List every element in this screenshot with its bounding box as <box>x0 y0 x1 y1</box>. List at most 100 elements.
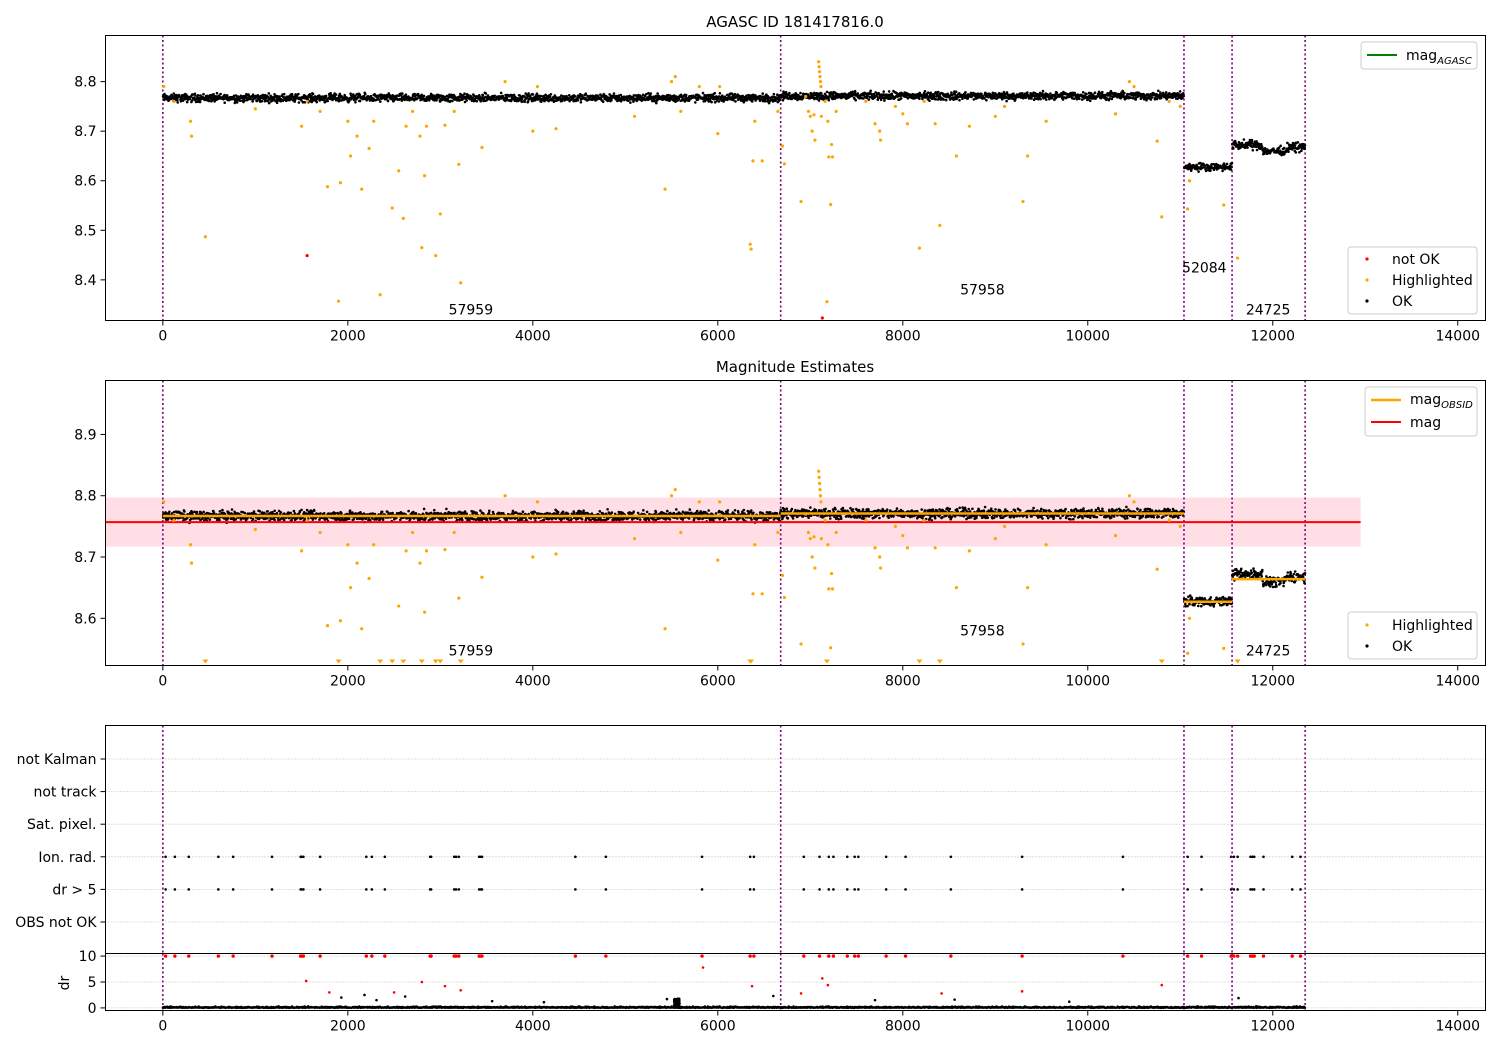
chart3-flag-point <box>300 855 303 859</box>
legend-mag-obsid-sub: OBSID <box>1441 400 1473 411</box>
chart2-highlighted-point <box>1187 616 1192 620</box>
chart1-highlighted-point <box>338 181 343 185</box>
chart3-flag-point <box>1121 855 1125 859</box>
chart4-dr-point <box>363 993 366 997</box>
legend-mag-agasc-label: mag <box>1406 48 1437 64</box>
chart2-highlighted-point <box>826 543 830 547</box>
chart1-highlighted-point <box>749 247 753 251</box>
chart3-flag-point <box>949 855 953 859</box>
chart1-highlighted-point <box>799 199 803 204</box>
chart2-offscale-marker <box>1158 659 1165 664</box>
chart1-highlighted-point <box>697 84 701 89</box>
chart2-highlighted-point <box>397 604 401 608</box>
chart2-highlighted-point <box>360 627 364 631</box>
chart3-flag-point <box>818 888 821 891</box>
chart2-offscale-marker <box>377 659 384 664</box>
chart1-highlighted-point <box>1222 203 1226 207</box>
chart1-highlighted-point <box>878 138 883 142</box>
chart1-highlighted-point <box>1002 104 1007 108</box>
chart4-dr-point <box>542 1000 546 1004</box>
chart4-ylabel: dr <box>57 975 73 990</box>
chart3-flag-point <box>457 855 461 859</box>
chart1-highlighted-point <box>817 60 821 64</box>
chart4-spike-points <box>672 997 681 1010</box>
chart1-highlighted-point <box>188 119 193 123</box>
chart2-highlighted-point <box>817 475 821 479</box>
chart4-xtick-label: 0 <box>158 1019 167 1035</box>
chart2-highlighted-point <box>804 512 808 516</box>
chart2-highlighted-point <box>318 530 322 535</box>
chart1-highlighted-point <box>751 159 755 163</box>
chart1-highlighted-point <box>434 253 438 258</box>
chart1-highlighted-point <box>360 187 364 191</box>
chart2-frame <box>105 380 1486 666</box>
chart1-xtick-label: 6000 <box>700 329 736 345</box>
chart2-highlighted-point <box>799 642 803 646</box>
legend2-highlighted-label: Highlighted <box>1392 618 1473 634</box>
chart4-xtick-label: 12000 <box>1250 1019 1295 1035</box>
chart2-legend-lower: Highlighted OK <box>1347 611 1478 660</box>
chart2-highlighted-point <box>993 537 997 541</box>
chart1-highlighted-point <box>346 119 350 123</box>
chart1-highlighted-point <box>993 114 997 118</box>
chart2-highlighted-point <box>933 546 937 550</box>
chart3-flag-point <box>365 888 368 891</box>
chart4-ytick-label: 0 <box>88 1001 97 1017</box>
chart4-dr-point <box>375 998 378 1002</box>
chart1-highlighted-point <box>938 223 942 227</box>
chart2-highlighted-point <box>1132 500 1136 504</box>
chart1-highlighted-point <box>804 94 808 99</box>
chart3-row-label: OBS not OK <box>15 915 97 931</box>
chart2-highlighted-point <box>673 487 677 492</box>
chart1-highlighted-point <box>753 119 757 123</box>
chart1-xtick-label: 4000 <box>515 329 551 345</box>
chart4-dr-capped-point <box>457 954 461 958</box>
chart2-highlighted-point <box>1155 567 1159 571</box>
chart4-dr-capped-point <box>301 954 306 958</box>
chart2-highlighted-point <box>864 518 868 522</box>
chart2-axes: 0 2000 4000 6000 8000 10000 12000 14000 8.6 8.7 8.… <box>74 427 1480 689</box>
chart2-highlighted-point <box>338 619 343 623</box>
chart2-highlighted-point <box>697 500 701 504</box>
chart2-ytick-label: 8.6 <box>74 611 96 627</box>
chart2-highlighted-point <box>1026 586 1030 590</box>
chart2-obsid-label: 57958 <box>960 623 1005 639</box>
chart1-highlighted-point <box>819 84 823 89</box>
chart2-highlighted-point <box>457 596 461 600</box>
chart1-highlighted-point <box>1132 84 1136 89</box>
chart1-ytick-label: 8.4 <box>74 273 96 289</box>
chart3-axes: not Kalman not track Sat. pixel. Ion. rad. d… <box>15 752 106 931</box>
chart1-highlighted-point <box>760 159 764 163</box>
chart2-highlighted-point <box>834 530 838 535</box>
legend-notok-label: not OK <box>1392 252 1440 268</box>
chart1-highlighted-point <box>438 212 442 216</box>
chart3-flag-point <box>429 855 433 859</box>
chart1-highlighted-point <box>253 107 257 111</box>
chart2-plot-area: 57959 57958 24725 <box>105 380 1361 666</box>
chart1-xtick-label: 2000 <box>330 329 366 345</box>
chart4-dr-capped-point <box>1020 954 1024 958</box>
chart1-highlighted-point <box>817 65 821 69</box>
chart4-dr-capped-point <box>817 954 822 958</box>
chart4-dr-point <box>701 966 705 969</box>
chart2-highlighted-point <box>480 575 484 579</box>
chart4-xtick-label: 2000 <box>330 1019 366 1035</box>
chart1-highlighted-point <box>452 109 456 113</box>
chart1-highlighted-point <box>397 169 401 173</box>
chart2-highlighted-point <box>410 530 415 535</box>
chart4-dr-point <box>403 995 407 998</box>
chart3-flag-point <box>752 855 756 859</box>
chart2-offscale-marker <box>748 659 755 664</box>
chart4-dr-point <box>392 991 396 994</box>
chart2-xtick-label: 12000 <box>1250 674 1295 690</box>
chart3-flag-point <box>383 855 387 859</box>
chart1-notok-point <box>820 316 824 320</box>
chart2-highlighted-point <box>716 558 720 562</box>
chart1-xtick-label: 8000 <box>885 329 921 345</box>
chart1-highlighted-point <box>390 206 394 210</box>
chart3-flag-point <box>383 888 387 891</box>
chart4-dr-capped-point <box>1298 954 1303 958</box>
chart1-highlighted-point <box>1155 139 1159 143</box>
chart1-highlighted-point <box>1186 207 1190 211</box>
